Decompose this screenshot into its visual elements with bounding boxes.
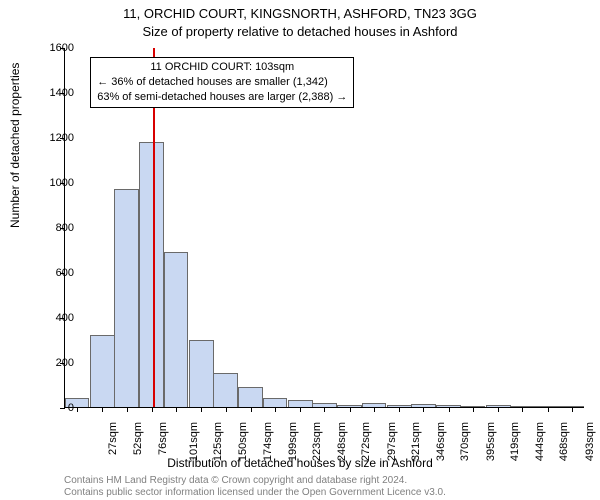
chart-frame: 11, ORCHID COURT, KINGSNORTH, ASHFORD, T… [0, 0, 600, 500]
x-tick-label: 150sqm [237, 422, 249, 461]
x-tick [152, 407, 153, 412]
y-tick-label: 1000 [50, 177, 74, 189]
y-tick-label: 800 [56, 222, 74, 234]
x-tick [498, 407, 499, 412]
y-tick-label: 0 [68, 402, 74, 414]
plot-area: 11 ORCHID COURT: 103sqm← 36% of detached… [64, 48, 584, 408]
x-tick [102, 407, 103, 412]
x-tick-label: 248sqm [336, 422, 348, 461]
histogram-bar [189, 340, 214, 408]
y-tick-label: 600 [56, 267, 74, 279]
callout-line: 11 ORCHID COURT: 103sqm [97, 60, 347, 75]
x-tick-label: 493sqm [584, 422, 596, 461]
histogram-bar [263, 398, 288, 407]
x-tick [374, 407, 375, 412]
callout-line: ← 36% of detached houses are smaller (1,… [97, 75, 347, 90]
x-tick [176, 407, 177, 412]
x-tick [522, 407, 523, 412]
callout-box: 11 ORCHID COURT: 103sqm← 36% of detached… [90, 57, 354, 108]
x-tick [423, 407, 424, 412]
x-tick [449, 407, 450, 412]
x-tick [548, 407, 549, 412]
y-tick [60, 408, 65, 409]
footer-line2: Contains public sector information licen… [64, 486, 446, 499]
x-tick [324, 407, 325, 412]
histogram-bar [164, 252, 189, 407]
x-tick [300, 407, 301, 412]
x-tick-label: 76sqm [157, 422, 169, 455]
x-tick [572, 407, 573, 412]
x-tick-label: 346sqm [435, 422, 447, 461]
histogram-bar [90, 335, 115, 407]
x-tick-label: 125sqm [212, 422, 224, 461]
x-tick-label: 370sqm [460, 422, 472, 461]
x-tick-label: 52sqm [132, 422, 144, 455]
x-tick [77, 407, 78, 412]
x-tick [127, 407, 128, 412]
x-tick-label: 101sqm [188, 422, 200, 461]
histogram-bar [114, 189, 139, 407]
histogram-bar [213, 373, 238, 407]
histogram-bar [139, 142, 164, 408]
y-tick-label: 200 [56, 357, 74, 369]
x-tick [350, 407, 351, 412]
y-tick-label: 1200 [50, 132, 74, 144]
chart-title-line1: 11, ORCHID COURT, KINGSNORTH, ASHFORD, T… [0, 6, 600, 21]
x-tick [473, 407, 474, 412]
histogram-bar [238, 387, 263, 407]
x-tick [251, 407, 252, 412]
x-tick [201, 407, 202, 412]
x-tick-label: 199sqm [287, 422, 299, 461]
x-tick-label: 272sqm [361, 422, 373, 461]
x-tick-label: 223sqm [311, 422, 323, 461]
y-tick-label: 400 [56, 312, 74, 324]
y-axis-label: Number of detached properties [8, 63, 22, 228]
x-tick-label: 395sqm [485, 422, 497, 461]
y-tick-label: 1600 [50, 42, 74, 54]
histogram-bar [288, 400, 313, 407]
x-tick-label: 174sqm [262, 422, 274, 461]
x-tick-label: 27sqm [107, 422, 119, 455]
y-tick-label: 1400 [50, 87, 74, 99]
x-tick [399, 407, 400, 412]
x-tick-label: 419sqm [509, 422, 521, 461]
x-tick-label: 297sqm [386, 422, 398, 461]
x-tick-label: 444sqm [534, 422, 546, 461]
chart-title-line2: Size of property relative to detached ho… [0, 24, 600, 39]
x-tick [275, 407, 276, 412]
x-tick-label: 321sqm [410, 422, 422, 461]
x-tick [226, 407, 227, 412]
callout-line: 63% of semi-detached houses are larger (… [97, 90, 347, 105]
x-tick-label: 468sqm [559, 422, 571, 461]
